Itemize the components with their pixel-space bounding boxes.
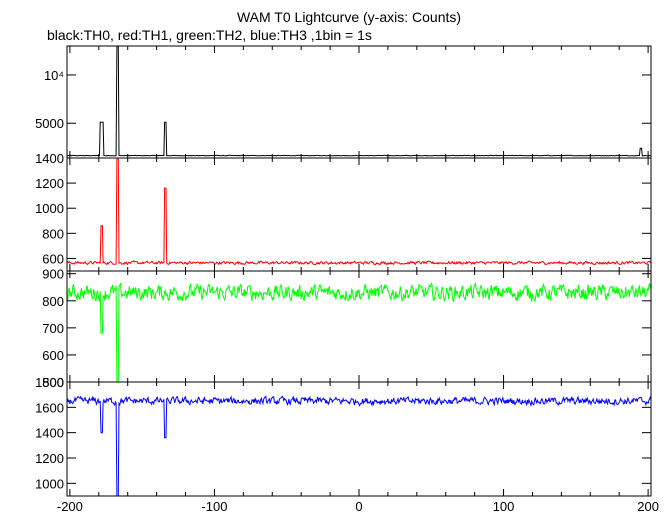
y-tick-label: 800: [42, 294, 64, 309]
y-tick-label: 5000: [35, 116, 64, 131]
panel-frame: [66, 157, 652, 272]
panel-frame: [66, 45, 652, 159]
y-tick-label: 800: [42, 226, 64, 241]
y-tick-label: 10⁴: [44, 68, 64, 83]
panels: 10⁴5000140012001000800600900800700600500…: [35, 45, 652, 497]
panel-th0: 10⁴ 5000 1400: [35, 45, 652, 166]
y-tick-label: 500: [42, 375, 64, 390]
x-tick-label: -200: [57, 499, 83, 514]
x-tick-label: 0: [355, 499, 362, 514]
y-tick-label: 600: [42, 251, 64, 266]
y-tick-label: 1200: [35, 451, 64, 466]
series-line-th3: [67, 395, 651, 496]
y-tick-label: 1200: [35, 176, 64, 191]
y-tick-label: 1000: [35, 201, 64, 216]
y-tick-label: 1400: [35, 426, 64, 441]
y-tick-label: 700: [42, 321, 64, 336]
chart-subtitle: black:TH0, red:TH1, green:TH2, blue:TH3 …: [47, 27, 372, 43]
panel-th2: 900 800 700 600 500: [42, 267, 652, 390]
series-line-th2: [67, 281, 651, 382]
chart-title: WAM T0 Lightcurve (y-axis: Counts): [237, 9, 461, 25]
panel-th3: 1800 1600 1400 1200 1000: [35, 375, 652, 497]
panel-frame: [66, 270, 652, 383]
panel-th1: 1200 1000 800 600: [35, 157, 652, 272]
y-tick-label: 1000: [35, 476, 64, 491]
x-tick-label: 200: [637, 499, 659, 514]
y-tick-label: 1800: [35, 375, 64, 390]
x-axis: -200 -100 0 100 200: [57, 499, 659, 514]
series-line-th1: [67, 158, 651, 266]
x-tick-label: 100: [493, 499, 515, 514]
y-tick-label: 600: [42, 348, 64, 363]
y-tick-label: 1400: [35, 151, 64, 166]
x-tick-label: -100: [201, 499, 227, 514]
y-tick-label: 1600: [35, 400, 64, 415]
series-line-th0: [67, 46, 651, 157]
y-tick-label: 900: [42, 267, 64, 282]
